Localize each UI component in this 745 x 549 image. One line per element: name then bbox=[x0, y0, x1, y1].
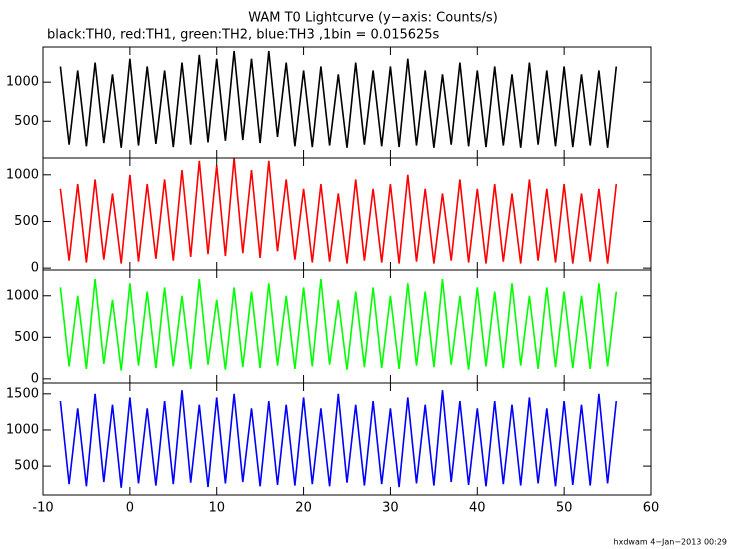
y-tick-label: 1000 bbox=[6, 422, 39, 437]
y-tick-label: 500 bbox=[14, 114, 39, 129]
x-tick-label: 30 bbox=[382, 501, 399, 516]
x-tick-label: 40 bbox=[469, 501, 486, 516]
y-tick-label: 0 bbox=[31, 261, 39, 276]
x-tick-label: -10 bbox=[32, 501, 53, 516]
y-tick-label: 500 bbox=[14, 214, 39, 229]
footer: hxdwam 4−Jan−2013 00:29 bbox=[614, 538, 727, 547]
lightcurve bbox=[59, 390, 618, 488]
x-tick-label: 60 bbox=[643, 501, 660, 516]
x-tick-label: 50 bbox=[556, 501, 573, 516]
y-tick-label: 1000 bbox=[6, 167, 39, 182]
lightcurve bbox=[59, 50, 618, 148]
y-tick-label: 1500 bbox=[6, 386, 39, 401]
x-tick-label: 0 bbox=[126, 501, 134, 516]
y-tick-label: 1000 bbox=[6, 288, 39, 303]
panel-frame bbox=[42, 382, 652, 496]
y-tick-label: 500 bbox=[14, 330, 39, 345]
x-tick-label: 20 bbox=[295, 501, 312, 516]
x-tick-label: 10 bbox=[208, 501, 225, 516]
chart-subtitle: black:TH0, red:TH1, green:TH2, blue:TH3 … bbox=[47, 28, 440, 43]
lightcurve bbox=[59, 158, 618, 264]
y-tick-label: 500 bbox=[14, 459, 39, 474]
y-tick-label: 0 bbox=[31, 371, 39, 386]
y-tick-label: 1000 bbox=[6, 75, 39, 90]
chart-title: WAM T0 Lightcurve (y−axis: Counts/s) bbox=[248, 11, 498, 26]
lightcurve bbox=[59, 279, 618, 371]
